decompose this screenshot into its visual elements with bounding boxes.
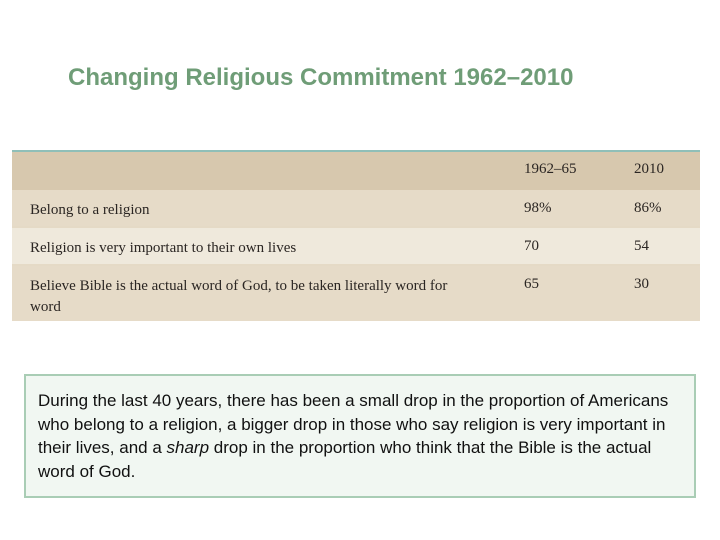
table-row: Religion is very important to their own …: [12, 228, 700, 264]
column-header-2010: 2010: [634, 161, 664, 177]
row-label: Religion is very important to their own …: [30, 240, 297, 256]
data-table: 1962–65 2010 Belong to a religion 98% 86…: [12, 150, 700, 321]
value-1962-65: 65: [524, 276, 539, 292]
value-1962-65: 98%: [524, 200, 552, 216]
value-2010: 54: [634, 238, 649, 254]
row-label: Belong to a religion: [30, 202, 150, 218]
value-1962-65: 70: [524, 238, 539, 254]
caption-emphasis: sharp: [166, 438, 210, 457]
row-label: Believe Bible is the actual word of God,…: [30, 278, 448, 315]
caption-text-start: During the last 40 years, there has been…: [38, 391, 669, 457]
value-2010: 86%: [634, 200, 662, 216]
table-row: Believe Bible is the actual word of God,…: [12, 266, 700, 321]
column-header-1962-65: 1962–65: [524, 161, 577, 177]
table-header-row: 1962–65 2010: [12, 152, 700, 190]
slide-title: Changing Religious Commitment 1962–2010: [68, 64, 574, 91]
caption-text-end: drop in the proportion who think that th…: [38, 438, 652, 481]
summary-caption-box: During the last 40 years, there has been…: [24, 374, 696, 498]
value-2010: 30: [634, 276, 649, 292]
table-row: Belong to a religion 98% 86%: [12, 190, 700, 226]
